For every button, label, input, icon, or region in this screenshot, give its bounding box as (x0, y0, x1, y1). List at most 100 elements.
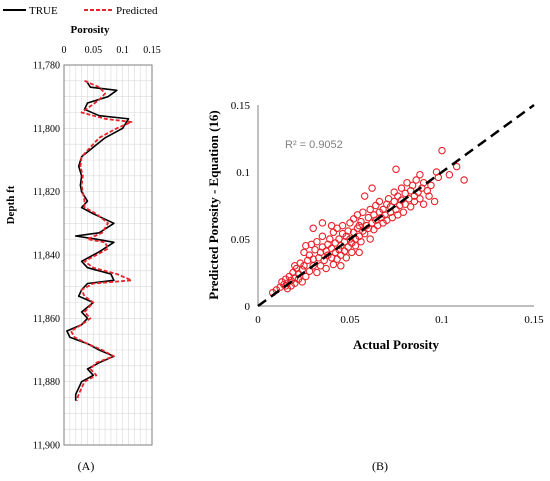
scatter-point (327, 221, 336, 230)
scatter-point (430, 197, 439, 206)
scatter-point (360, 192, 369, 200)
y-axis-title: Depth ft (5, 185, 17, 224)
scatter-point (357, 237, 365, 246)
scatter-point (416, 195, 424, 203)
series-lines (66, 79, 133, 401)
scatter-point (375, 197, 384, 206)
scatter-point (340, 247, 349, 255)
scatter-point (390, 188, 398, 196)
scatter-point (425, 192, 433, 200)
scatter-point (333, 255, 341, 263)
scatter-point (285, 272, 294, 281)
y-tick-labels: 0 0.05 0.1 0.15 (231, 100, 251, 313)
y-tick-label: 11,900 (33, 441, 60, 452)
y-tick-label: 11,880 (33, 377, 60, 388)
y-tick-labels: 11,780 11,800 11,820 11,840 11,860 11,880 11,9… (33, 61, 60, 452)
scatter-point (298, 278, 306, 286)
scatter-point (366, 205, 374, 214)
y-tick-label: 0.15 (231, 100, 251, 112)
scatter-point (346, 219, 354, 227)
scatter-point (327, 244, 336, 253)
scatter-point (390, 197, 398, 206)
scatter-point (348, 248, 356, 257)
panel-b-scatter-chart: 0 0.05 0.1 0.15 0 0.05 0.1 0.15 R² = 0.9052 Ac… (206, 100, 544, 473)
scatter-point (338, 221, 347, 230)
scatter-point (357, 217, 365, 226)
scatter-point (452, 162, 461, 171)
scatter-point (318, 219, 327, 227)
legend-true-label: TRUE (29, 5, 58, 17)
scatter-point (344, 227, 352, 235)
y-tick-label: 0.05 (231, 234, 251, 246)
scatter-point (406, 203, 415, 211)
scatter-point (326, 235, 334, 243)
scatter-point (303, 256, 312, 265)
scatter-point (291, 262, 299, 270)
scatter-points (268, 146, 468, 297)
y-axis-title: Predicted Porosity - Equation (16) (206, 110, 221, 299)
scatter-point (309, 224, 317, 233)
y-tick-label: 0 (245, 301, 251, 313)
scatter-point (359, 208, 367, 216)
fit-line (257, 103, 535, 308)
y-tick-label: 0.1 (236, 167, 250, 179)
scatter-point (322, 264, 330, 273)
x-tick-label: 0.05 (340, 314, 360, 326)
scatter-point (329, 260, 338, 269)
scatter-point (355, 221, 363, 230)
panel-b-label: (B) (372, 459, 388, 473)
scatter-point (427, 181, 435, 190)
scatter-point (445, 170, 454, 179)
y-tick-label: 11,780 (33, 61, 60, 72)
scatter-point (337, 241, 345, 250)
r-squared-annotation: R² = 0.9052 (285, 139, 343, 151)
scatter-point (423, 187, 432, 195)
panel-a-depth-log-chart: TRUE Predicted Porosity Depth ft 0 0.05 0.… (3, 5, 161, 473)
scatter-point (305, 251, 314, 259)
scatter-point (416, 170, 424, 179)
scatter-point (351, 241, 360, 250)
scatter-point (438, 146, 446, 155)
x-tick-label: 0.15 (143, 45, 161, 56)
x-tick-label: 0 (255, 314, 261, 326)
scatter-point (372, 201, 380, 210)
scatter-point (342, 254, 351, 262)
x-tick-label: 0 (62, 45, 67, 56)
y-tick-label: 11,840 (33, 251, 60, 262)
scatter-point (318, 232, 327, 241)
grid (63, 64, 153, 446)
scatter-point (337, 262, 345, 270)
legend: TRUE Predicted (3, 5, 158, 17)
series-predicted-line (70, 79, 133, 401)
scatter-point (313, 268, 321, 277)
scatter-point (302, 241, 310, 250)
plot-frame (63, 64, 153, 446)
y-tick-label: 11,860 (33, 314, 60, 325)
scatter-point (434, 173, 443, 182)
panel-a-label: (A) (78, 459, 95, 473)
scatter-point (291, 279, 299, 287)
x-axis-title: Actual Porosity (353, 337, 440, 352)
x-tick-label: 0.1 (435, 314, 449, 326)
scatter-point (370, 225, 378, 234)
scatter-point (397, 184, 406, 192)
scatter-point (355, 248, 363, 257)
scatter-point (313, 237, 321, 246)
scatter-point (394, 192, 402, 200)
scatter-point (309, 255, 317, 263)
x-axis-title: Porosity (71, 24, 110, 36)
x-tick-label: 0.05 (85, 45, 103, 56)
scatter-point (327, 254, 336, 262)
scatter-point (399, 208, 408, 216)
x-tick-label: 0.15 (524, 314, 544, 326)
y-tick-label: 11,820 (33, 187, 60, 198)
x-tick-labels: 0 0.05 0.1 0.15 (62, 45, 161, 56)
scatter-point (392, 165, 400, 174)
scatter-point (368, 184, 376, 192)
scatter-point (302, 272, 310, 281)
scatter-point (300, 262, 308, 270)
scatter-point (329, 228, 338, 237)
scatter-point (360, 229, 369, 238)
scatter-point (408, 181, 417, 190)
